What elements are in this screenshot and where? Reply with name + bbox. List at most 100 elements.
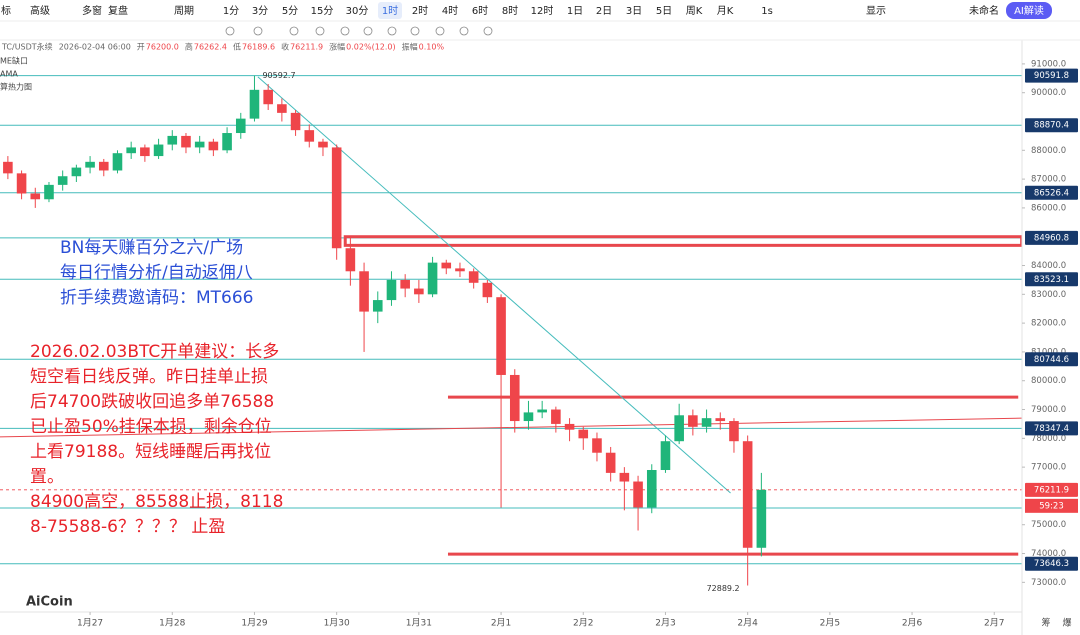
toolbar-item[interactable]: 高级 [30,4,50,17]
tool-icon[interactable] [289,26,299,36]
period[interactable]: 2时 [412,5,428,17]
candle-body [674,415,684,442]
info-item: TC/USDT永续 [1,42,53,52]
tool-icon[interactable] [225,26,235,36]
tool-icon[interactable] [483,26,493,36]
period[interactable]: 6时 [472,5,488,17]
period[interactable]: 15分 [311,5,334,17]
x-tick-label: 2月5 [820,618,840,629]
candle-body [30,193,41,200]
y-tick-label: 90000.0 [1031,88,1066,98]
y-tick-label: 80000.0 [1031,376,1066,386]
tool-icon[interactable] [315,26,325,36]
period[interactable]: 8时 [502,5,518,17]
period[interactable]: 3日 [626,6,642,17]
candle-body [181,135,191,148]
red-note: 上看79188。短线睡醒后再找位 [30,442,271,462]
toolbar-item[interactable]: 标 [1,5,11,17]
red-note: 84900高空，85588止损，8118 [30,492,283,512]
candle-body [537,409,547,413]
toolbar-item[interactable]: 多窗 [82,4,102,17]
red-note: 2026.02.03BTC开单建议：长多 [30,342,279,362]
red-note: 短空看日线反弹。昨日挂单止损 [30,367,268,387]
level-label-bg [1025,272,1078,287]
candle-body [605,452,616,473]
x-tick-label: 2月2 [573,618,593,629]
plot-area [0,75,1022,586]
tool-icon[interactable] [363,26,373,36]
candle-body [208,141,219,151]
period[interactable]: 2日 [596,6,612,17]
period[interactable]: 周K [686,5,703,17]
candle-body [482,282,493,298]
level-label: 84960.8 [1034,233,1069,243]
candle-body [496,297,506,375]
candle-body [660,441,671,471]
red-note: 已止盈50%挂保本损，剩余仓位 [30,417,272,437]
info-item: 0.10% [419,43,445,52]
level-label-bg [1025,68,1078,83]
candle-body [646,470,657,508]
toolbar-item[interactable]: 周期 [174,5,194,17]
period[interactable]: 30分 [346,5,369,17]
candle-body [263,89,273,105]
period[interactable]: 3分 [252,5,268,17]
y-tick-label: 79000.0 [1031,405,1066,415]
current-price-label-bg [1025,482,1078,497]
blue-note: BN每天赚百分之六/广场 [60,238,243,258]
period[interactable]: 月K [717,5,734,17]
level-label-bg [1025,230,1078,245]
red-note: 8-75588-6？？？？ 止盈 [30,517,225,537]
current-price-label: 76211.9 [1034,485,1069,495]
candle-body [235,118,246,134]
period[interactable]: 1分 [223,5,239,17]
x-tick-label: 2月1 [491,618,511,629]
candle-body [715,418,726,422]
candle-body [194,141,205,148]
tool-icon[interactable] [435,26,445,36]
tool-icon[interactable] [459,26,469,36]
period[interactable]: 4时 [442,5,458,17]
period[interactable]: 5分 [282,5,298,17]
toolbar [0,0,1080,40]
period[interactable]: 5日 [656,6,672,17]
candle-body [345,248,356,272]
candle-body [455,268,465,272]
candle-body [400,279,410,289]
candle-body [16,173,27,194]
period[interactable]: 12时 [531,5,554,17]
period[interactable]: 1日 [567,6,583,17]
candle-body [414,288,424,295]
y-tick-label: 87000.0 [1031,175,1066,185]
candle-body [427,262,438,295]
toolbar-item[interactable]: 复盘 [108,4,128,17]
toolbar-item[interactable]: 显示 [866,5,886,17]
toolbar-item[interactable]: AI解读 [1014,4,1044,17]
countdown: 59:23 [1039,501,1064,511]
info-item: 76189.6 [242,43,275,52]
tool-icon[interactable] [253,26,263,36]
x-tick-label: 2月4 [737,618,758,629]
candle-body [3,161,13,174]
x-tick-label: 1月27 [77,618,103,629]
low-label: 72889.2 [707,584,740,593]
info-item: 76200.0 [146,43,179,52]
candle-body [756,489,767,548]
toolbar-item[interactable]: 1s [761,6,773,17]
candle-body [249,89,260,119]
candle-body [701,418,712,427]
tool-icon[interactable] [340,26,350,36]
period-active [378,2,402,19]
x-tick-label: 1月30 [324,618,350,629]
period[interactable]: 1时 [382,5,398,17]
tool-icon[interactable] [387,26,397,36]
candle-body [57,176,68,185]
level-label: 73646.3 [1034,559,1069,569]
tool-icon[interactable] [410,26,420,36]
toolbar-item[interactable]: 未命名 [969,4,999,17]
y-tick-label: 83000.0 [1031,290,1066,300]
high-label: 90592.7 [262,71,295,80]
candle-body [112,153,123,171]
